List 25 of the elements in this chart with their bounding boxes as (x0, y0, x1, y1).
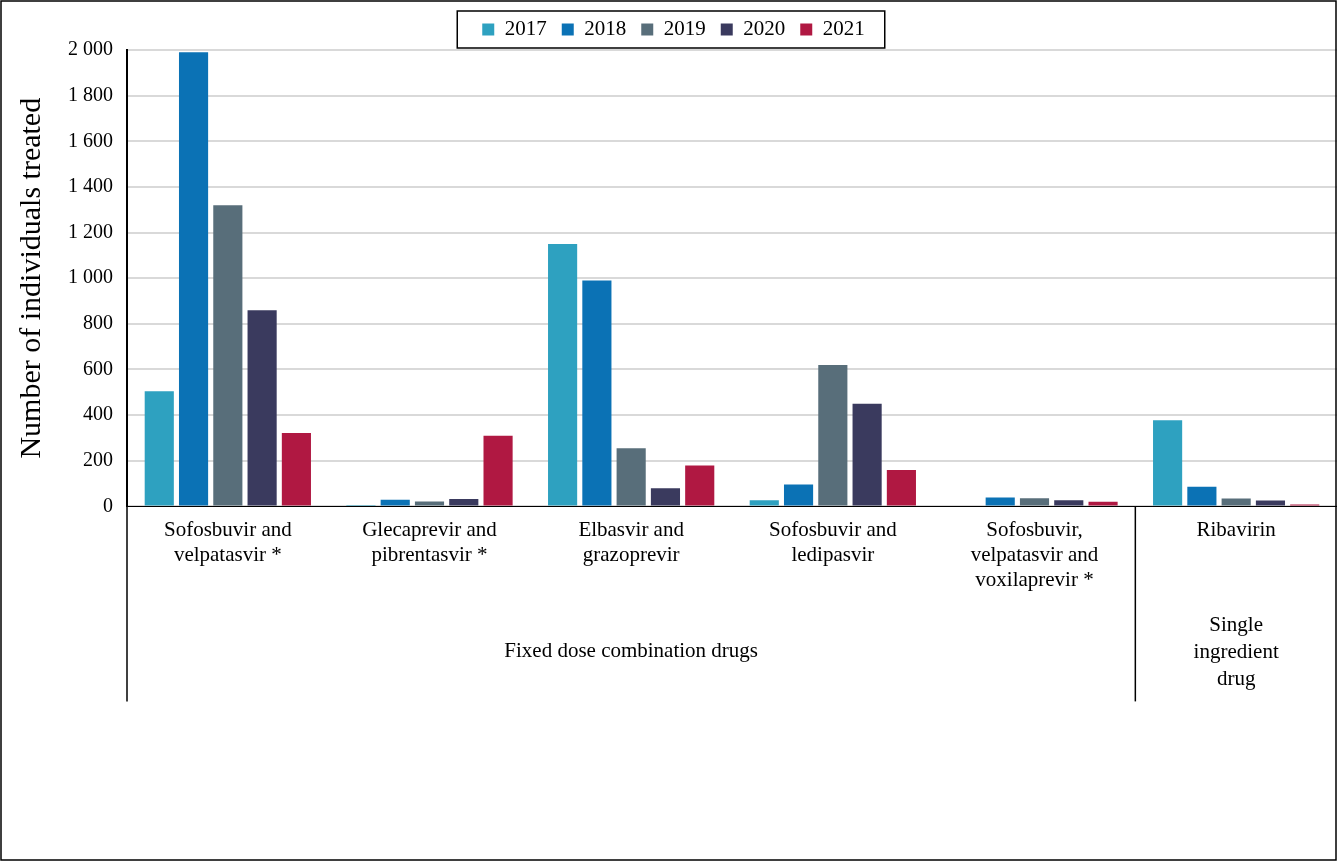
y-tick-label: 200 (83, 448, 113, 471)
x-tick-label: Ribavirin (1196, 516, 1277, 541)
legend-label: 2020 (743, 16, 786, 41)
y-tick-label: 1 000 (68, 265, 113, 288)
y-tick-label: 400 (83, 402, 113, 425)
x-tick-label: Sofosbuvir and ledipasvir (768, 516, 898, 566)
y-tick-label: 600 (83, 356, 113, 379)
text: Fixed dose combination drugs (504, 637, 759, 662)
x-tick-label: Sofosbuvir, velpatasvir and voxilaprevir * (970, 516, 1099, 591)
text: Single ingredient drug (1193, 611, 1279, 690)
legend-label: 2017 (504, 16, 547, 41)
legend-label: 2018 (584, 16, 627, 41)
x-tick-label: Glecaprevir and pibrentasvir * (362, 516, 498, 566)
legend-label: 2019 (663, 16, 706, 41)
x-tick-label: Elbasvir and grazoprevir (578, 516, 685, 566)
y-axis-title: Number of individuals treated (12, 97, 46, 459)
y-tick-label: 1 400 (68, 174, 113, 197)
x-tick-label: Sofosbuvir and velpatasvir * (163, 516, 293, 566)
y-tick-label: 1 800 (68, 82, 113, 105)
legend-label: 2021 (822, 16, 865, 41)
y-tick-label: 1 200 (68, 219, 113, 242)
y-tick-label: 1 600 (68, 128, 113, 151)
y-tick-label: 2 000 (68, 37, 113, 60)
y-tick-label: 800 (83, 311, 113, 334)
y-tick-label: 0 (103, 493, 113, 516)
